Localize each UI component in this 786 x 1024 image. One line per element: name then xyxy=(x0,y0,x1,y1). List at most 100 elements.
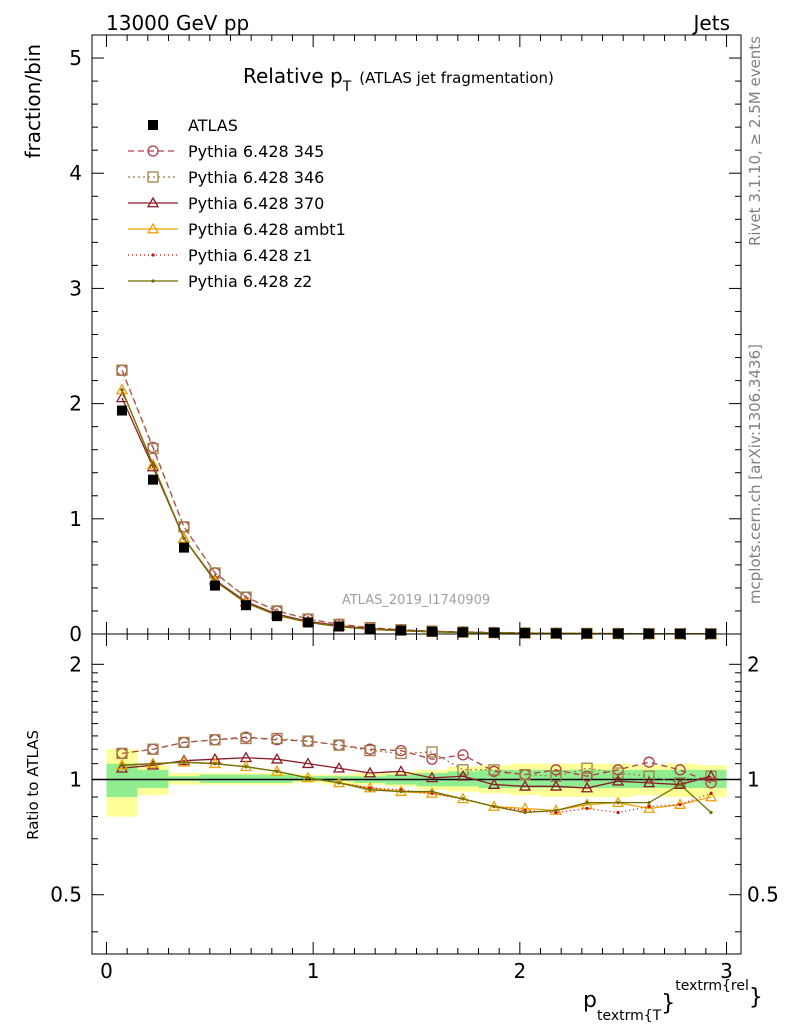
series-marker-ratio xyxy=(151,762,155,766)
series-marker-ratio xyxy=(673,778,687,789)
legend-marker xyxy=(147,145,159,157)
x-tick-label: 0 xyxy=(100,959,113,983)
series-marker-ratio xyxy=(147,743,159,755)
series-marker-top xyxy=(182,536,186,540)
series-marker-ratio xyxy=(182,760,186,764)
series-marker-ratio xyxy=(240,732,252,745)
series-marker-top xyxy=(120,388,124,392)
series-marker-ratio xyxy=(581,762,593,774)
series-marker-ratio xyxy=(611,774,625,786)
series-marker-ratio xyxy=(270,752,284,764)
series-marker-ratio xyxy=(120,763,124,767)
series-marker-top xyxy=(177,532,191,543)
series-marker-ratio xyxy=(647,804,651,809)
title-main: Relative p xyxy=(243,64,343,88)
legend-marker xyxy=(147,171,159,183)
series-marker-ratio xyxy=(209,734,221,746)
process-label: 13000 GeV pp xyxy=(106,11,249,35)
data-point xyxy=(458,627,469,638)
legend-label-data: ATLAS xyxy=(188,116,238,135)
y-tick-label-top: 5 xyxy=(69,46,82,70)
legend-label: Pythia 6.428 z1 xyxy=(188,246,312,265)
x-tick-label: 1 xyxy=(307,959,320,983)
x-axis-label-main: p xyxy=(583,988,597,1013)
x-tick-label: 3 xyxy=(720,959,733,983)
series-marker-ratio xyxy=(364,744,376,757)
series-marker-ratio xyxy=(612,767,624,779)
series-marker-ratio xyxy=(457,764,469,776)
x-axis-label-close: } xyxy=(749,985,763,1010)
series-marker-ratio xyxy=(678,802,682,807)
x-axis-label-brace: } xyxy=(661,991,675,1016)
series-marker-ratio xyxy=(399,789,403,794)
series-marker-ratio xyxy=(213,762,217,766)
data-point xyxy=(520,628,531,639)
series-marker-ratio xyxy=(363,781,377,793)
y-tick-label-ratio-left: 2 xyxy=(69,652,82,676)
series-marker-ratio xyxy=(488,764,500,776)
series-marker-ratio xyxy=(271,732,283,745)
y-tick-label-top: 1 xyxy=(69,507,82,531)
series-marker-top xyxy=(147,442,159,455)
y-tick-label-ratio-left: 0.5 xyxy=(50,883,82,907)
series-marker-ratio xyxy=(550,764,562,776)
series-marker-ratio xyxy=(642,776,656,788)
legend-label: Pythia 6.428 ambt1 xyxy=(188,220,346,239)
data-point xyxy=(333,621,344,632)
series-marker-ratio xyxy=(430,789,434,794)
ratio-y-axis-label: Ratio to ATLAS xyxy=(24,730,42,840)
series-line-ratio xyxy=(121,757,712,789)
legend-marker xyxy=(151,253,155,257)
series-marker-ratio xyxy=(585,806,589,811)
series-marker-ratio xyxy=(363,766,377,778)
series-marker-ratio xyxy=(487,778,501,789)
legend-marker xyxy=(146,222,160,234)
series-marker-ratio xyxy=(705,777,717,789)
legend-marker xyxy=(151,279,155,283)
series-marker-ratio xyxy=(177,754,191,766)
data-point xyxy=(489,627,500,638)
data-point xyxy=(364,624,375,635)
series-marker-ratio xyxy=(549,779,563,791)
series-marker-ratio xyxy=(146,758,160,770)
inner-band-segment xyxy=(199,774,231,783)
analysis-watermark: ATLAS_2019_I1740909 xyxy=(342,593,490,608)
series-marker-ratio xyxy=(580,781,594,793)
series-marker-ratio xyxy=(116,747,128,760)
data-point xyxy=(302,617,313,628)
series-marker-top xyxy=(115,383,129,395)
data-point xyxy=(271,611,282,622)
series-marker-ratio xyxy=(519,768,531,781)
data-point xyxy=(551,628,562,639)
series-marker-ratio xyxy=(332,761,346,773)
series-marker-ratio xyxy=(674,764,686,776)
series-marker-ratio xyxy=(616,801,620,805)
series-marker-ratio xyxy=(523,810,527,815)
series-marker-ratio xyxy=(704,769,718,781)
top-y-axis-label: fraction/bin xyxy=(21,44,45,159)
series-line-ratio xyxy=(121,761,712,814)
axis-ticks: 0 1 2 3 0 1 2 3 4 5 0.5 0.5 1 1 2 2 xyxy=(50,35,779,983)
inner-band-segment xyxy=(168,776,200,782)
series-marker-ratio xyxy=(337,781,341,785)
x-tick-label: 2 xyxy=(513,959,526,983)
series-marker-ratio xyxy=(395,747,407,760)
y-tick-label-ratio-right: 1 xyxy=(747,768,760,792)
data-point xyxy=(147,474,158,485)
series-marker-ratio xyxy=(426,746,438,758)
series-marker-top xyxy=(146,460,160,472)
y-tick-label-ratio-left: 1 xyxy=(69,768,82,792)
series-marker-top xyxy=(146,458,160,470)
ratio-series-layer xyxy=(115,731,718,815)
series-marker-ratio xyxy=(115,761,129,773)
legend: ATLAS Pythia 6.428 345 Pythia 6.428 346 Pyt… xyxy=(128,116,346,291)
series-marker-ratio xyxy=(394,765,408,776)
series-marker-ratio xyxy=(457,749,469,761)
data-point xyxy=(178,542,189,553)
series-marker-ratio xyxy=(709,791,713,795)
series-marker-ratio xyxy=(306,776,310,780)
series-marker-ratio xyxy=(616,810,620,815)
legend-label: Pythia 6.428 346 xyxy=(188,168,324,187)
data-point xyxy=(240,600,251,611)
